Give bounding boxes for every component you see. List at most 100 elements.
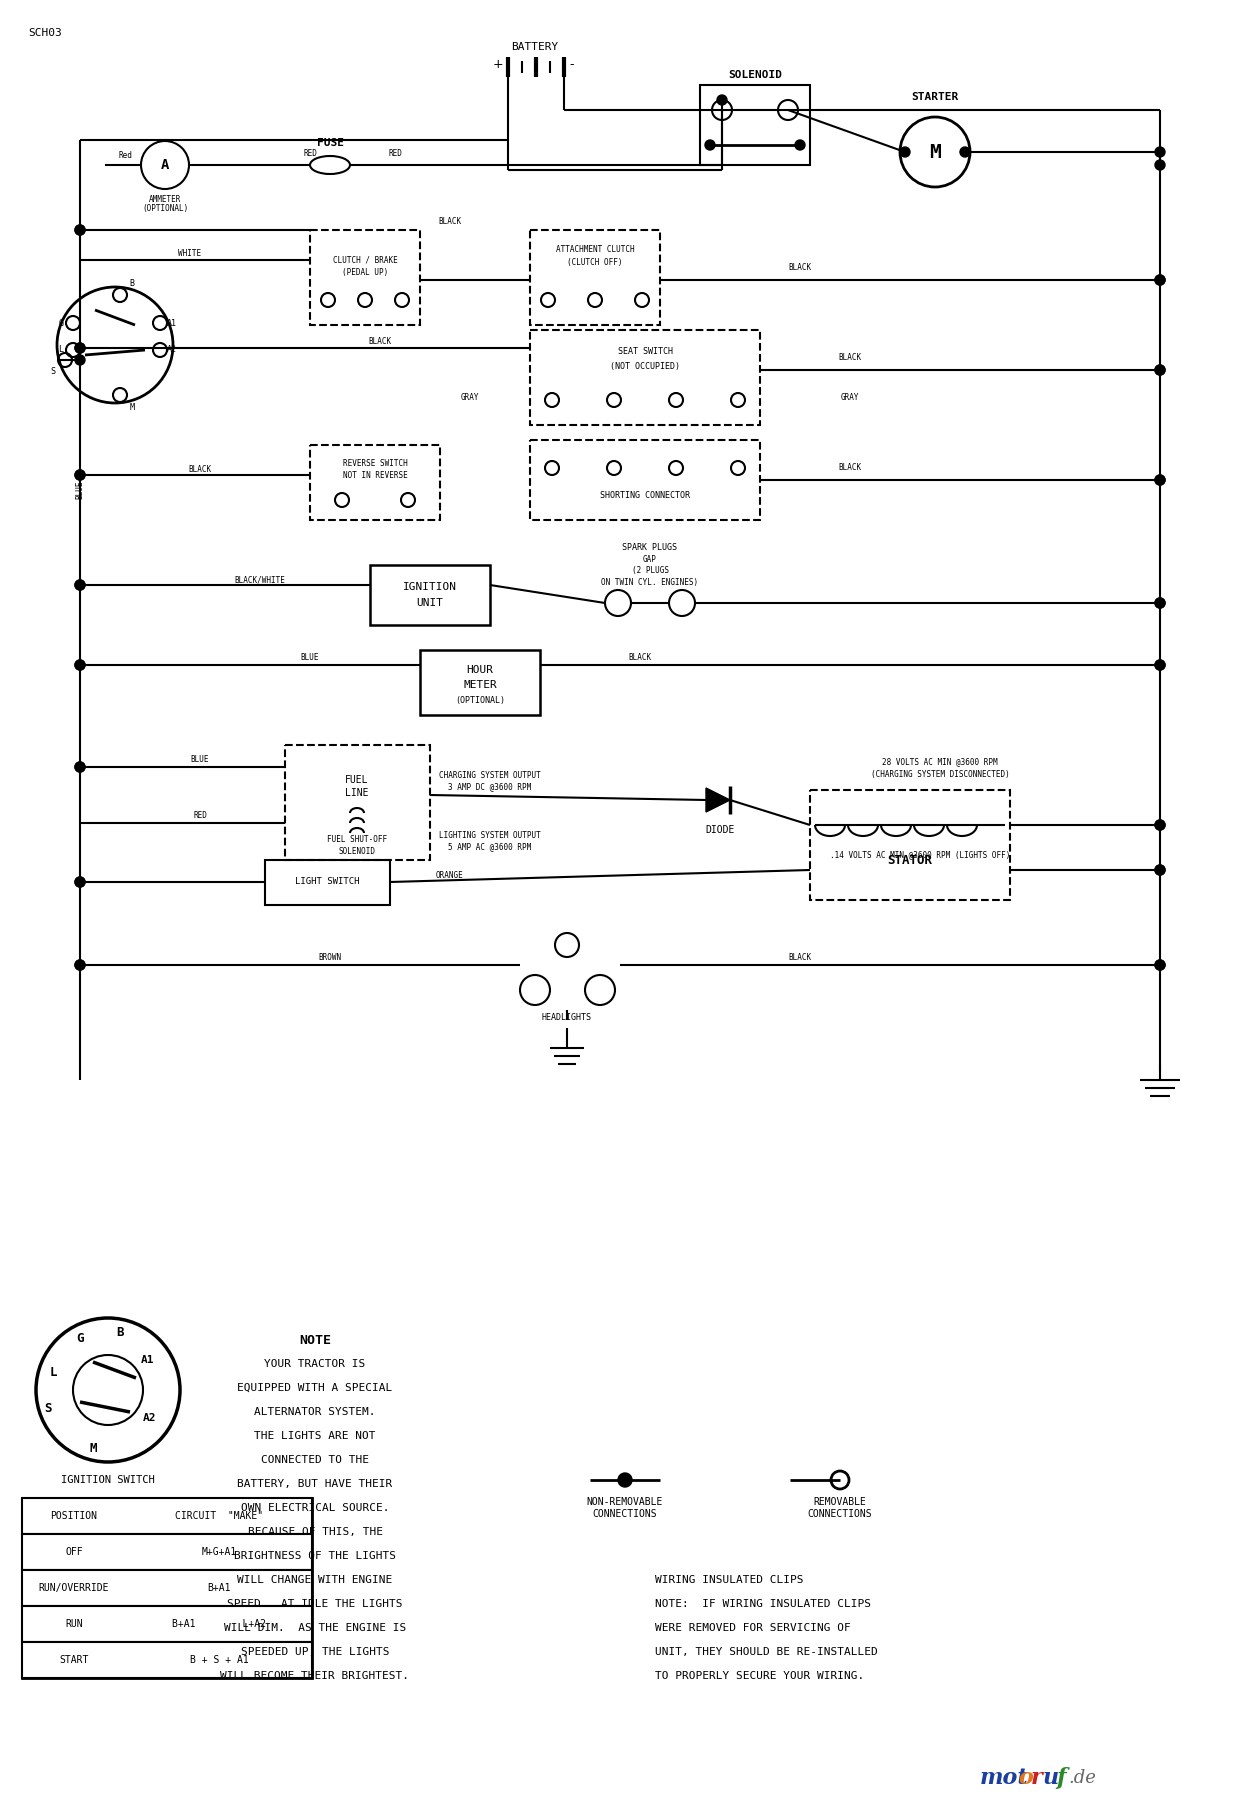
Text: 28 VOLTS AC MIN @3600 RPM: 28 VOLTS AC MIN @3600 RPM bbox=[882, 758, 998, 767]
Text: HOUR: HOUR bbox=[466, 664, 494, 675]
Text: BLUE: BLUE bbox=[76, 481, 85, 499]
Bar bbox=[22, 1606, 312, 1642]
Text: (OPTIONAL): (OPTIONAL) bbox=[142, 205, 188, 214]
Text: S: S bbox=[44, 1402, 51, 1415]
Bar bbox=[530, 439, 759, 520]
Circle shape bbox=[75, 470, 85, 481]
Text: BLACK: BLACK bbox=[788, 954, 812, 963]
Circle shape bbox=[75, 225, 85, 236]
Circle shape bbox=[75, 580, 85, 590]
Text: WERE REMOVED FOR SERVICING OF: WERE REMOVED FOR SERVICING OF bbox=[655, 1624, 850, 1633]
Circle shape bbox=[1155, 598, 1165, 608]
Text: IGNITION SWITCH: IGNITION SWITCH bbox=[61, 1474, 155, 1485]
Polygon shape bbox=[706, 788, 729, 812]
Circle shape bbox=[75, 355, 85, 365]
Text: THE LIGHTS ARE NOT: THE LIGHTS ARE NOT bbox=[254, 1431, 375, 1442]
Text: SPEEDED UP, THE LIGHTS: SPEEDED UP, THE LIGHTS bbox=[241, 1647, 389, 1658]
Text: BLACK: BLACK bbox=[439, 218, 461, 227]
Text: ATTACHMENT CLUTCH: ATTACHMENT CLUTCH bbox=[556, 245, 635, 254]
Text: CONNECTED TO THE: CONNECTED TO THE bbox=[261, 1454, 369, 1465]
Text: STARTER: STARTER bbox=[912, 92, 959, 103]
Circle shape bbox=[960, 148, 970, 157]
Text: GAP: GAP bbox=[643, 556, 657, 565]
Text: mot: mot bbox=[980, 1768, 1029, 1789]
Text: CHARGING SYSTEM OUTPUT: CHARGING SYSTEM OUTPUT bbox=[439, 770, 541, 779]
Text: AMMETER: AMMETER bbox=[148, 196, 181, 205]
Text: L: L bbox=[59, 346, 64, 355]
Text: SPARK PLUGS: SPARK PLUGS bbox=[622, 542, 677, 551]
Text: DIODE: DIODE bbox=[706, 824, 734, 835]
Text: UNIT: UNIT bbox=[416, 598, 444, 608]
Circle shape bbox=[900, 148, 910, 157]
Text: CIRCUIT  "MAKE": CIRCUIT "MAKE" bbox=[175, 1510, 263, 1521]
Text: Red: Red bbox=[118, 151, 132, 160]
Bar bbox=[22, 1498, 312, 1678]
Text: WILL CHANGE WITH ENGINE: WILL CHANGE WITH ENGINE bbox=[237, 1575, 393, 1586]
Circle shape bbox=[1155, 661, 1165, 670]
Circle shape bbox=[717, 95, 727, 104]
Text: ON TWIN CYL. ENGINES): ON TWIN CYL. ENGINES) bbox=[601, 578, 698, 587]
Circle shape bbox=[1155, 148, 1165, 157]
Text: B + S + A1: B + S + A1 bbox=[190, 1654, 248, 1665]
Circle shape bbox=[75, 344, 85, 353]
Text: SCH03: SCH03 bbox=[27, 29, 62, 38]
Text: NOTE:  IF WIRING INSULATED CLIPS: NOTE: IF WIRING INSULATED CLIPS bbox=[655, 1598, 870, 1609]
Text: BLACK: BLACK bbox=[838, 353, 862, 362]
Circle shape bbox=[1155, 275, 1165, 284]
Text: M: M bbox=[929, 142, 941, 162]
Text: NON-REMOVABLE: NON-REMOVABLE bbox=[587, 1498, 663, 1507]
Text: GRAY: GRAY bbox=[840, 394, 859, 403]
Text: M+G+A1: M+G+A1 bbox=[201, 1546, 237, 1557]
Text: A1: A1 bbox=[141, 1355, 155, 1364]
Text: BATTERY: BATTERY bbox=[511, 41, 559, 52]
Text: (2 PLUGS: (2 PLUGS bbox=[631, 567, 668, 576]
Text: S: S bbox=[50, 367, 56, 376]
Text: G: G bbox=[59, 319, 64, 328]
Text: (OPTIONAL): (OPTIONAL) bbox=[455, 695, 505, 704]
Text: YOUR TRACTOR IS: YOUR TRACTOR IS bbox=[264, 1359, 365, 1370]
Text: FUEL: FUEL bbox=[345, 776, 369, 785]
Text: u: u bbox=[1042, 1768, 1059, 1789]
Text: RED: RED bbox=[303, 149, 317, 158]
Text: (CLUTCH OFF): (CLUTCH OFF) bbox=[567, 259, 622, 268]
Text: LIGHT SWITCH: LIGHT SWITCH bbox=[294, 878, 359, 887]
Text: BLUE: BLUE bbox=[191, 756, 209, 765]
Circle shape bbox=[75, 470, 85, 481]
Circle shape bbox=[75, 580, 85, 590]
Circle shape bbox=[796, 140, 806, 149]
Text: RUN: RUN bbox=[65, 1618, 82, 1629]
Text: ORANGE: ORANGE bbox=[436, 871, 464, 880]
Text: .de: .de bbox=[1067, 1769, 1096, 1787]
Text: TO PROPERLY SECURE YOUR WIRING.: TO PROPERLY SECURE YOUR WIRING. bbox=[655, 1670, 864, 1681]
Circle shape bbox=[75, 661, 85, 670]
Text: UNIT, THEY SHOULD BE RE-INSTALLED: UNIT, THEY SHOULD BE RE-INSTALLED bbox=[655, 1647, 878, 1658]
Circle shape bbox=[1155, 821, 1165, 830]
Text: M: M bbox=[130, 403, 135, 412]
Text: 5 AMP AC @3600 RPM: 5 AMP AC @3600 RPM bbox=[449, 842, 531, 851]
Text: B+A1        L+A2: B+A1 L+A2 bbox=[172, 1618, 266, 1629]
Bar bbox=[266, 860, 390, 905]
Circle shape bbox=[1155, 475, 1165, 484]
Text: M: M bbox=[90, 1442, 97, 1454]
Circle shape bbox=[1155, 160, 1165, 169]
Bar bbox=[22, 1570, 312, 1606]
Text: o: o bbox=[1018, 1768, 1033, 1789]
Circle shape bbox=[75, 344, 85, 353]
Text: f: f bbox=[1056, 1768, 1066, 1789]
Bar bbox=[286, 745, 430, 860]
Circle shape bbox=[619, 1472, 632, 1487]
Text: OWN ELECTRICAL SOURCE.: OWN ELECTRICAL SOURCE. bbox=[241, 1503, 389, 1514]
Text: BECAUSE OF THIS, THE: BECAUSE OF THIS, THE bbox=[247, 1526, 383, 1537]
Text: SPEED.  AT IDLE THE LIGHTS: SPEED. AT IDLE THE LIGHTS bbox=[227, 1598, 403, 1609]
Text: .14 VOLTS AC MIN @3600 RPM (LIGHTS OFF): .14 VOLTS AC MIN @3600 RPM (LIGHTS OFF) bbox=[829, 851, 1010, 860]
Text: CONNECTIONS: CONNECTIONS bbox=[808, 1508, 873, 1519]
Text: BLUE: BLUE bbox=[301, 653, 319, 662]
Circle shape bbox=[75, 959, 85, 970]
Bar bbox=[370, 565, 490, 625]
Text: A1: A1 bbox=[167, 319, 177, 328]
Circle shape bbox=[75, 877, 85, 887]
Text: HEADLIGHTS: HEADLIGHTS bbox=[542, 1013, 592, 1022]
Bar bbox=[311, 445, 440, 520]
Text: A: A bbox=[161, 158, 170, 173]
Bar bbox=[700, 85, 811, 166]
